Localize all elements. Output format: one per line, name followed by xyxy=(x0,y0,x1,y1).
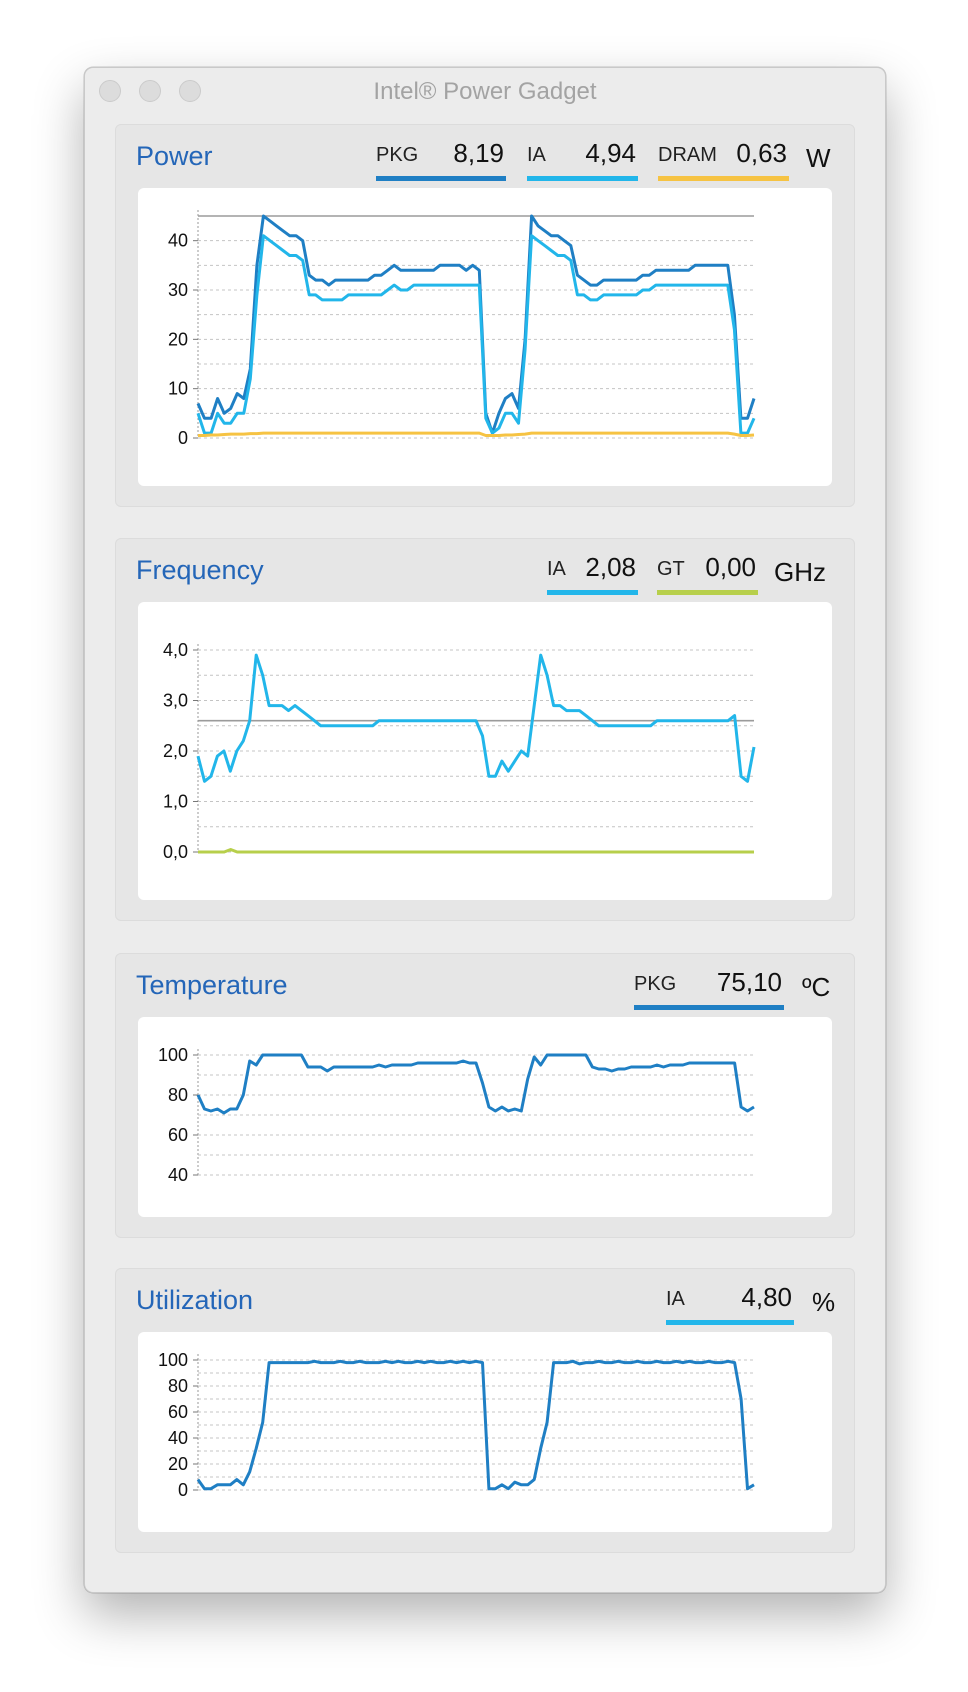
utilization-panel: Utilization IA 4,80 % 0 20 40 60 80 100 xyxy=(115,1268,855,1553)
pkg-series-line xyxy=(196,1359,755,1491)
power-title: Power xyxy=(136,141,213,171)
ia-legend-bar xyxy=(666,1320,794,1325)
power-chart: 0 10 20 30 40 xyxy=(138,188,832,486)
pkg-legend-bar xyxy=(376,176,506,181)
chart-plot: 0,0 1,0 2,0 3,0 4,0 xyxy=(163,640,756,862)
y-tick-label: 4,0 xyxy=(163,640,188,660)
frequency-chart: 0,0 1,0 2,0 3,0 4,0 xyxy=(138,602,832,900)
ia-series-line xyxy=(196,234,756,435)
dram-power-indicator: DRAM 0,63 xyxy=(658,138,789,181)
indicator-label: IA xyxy=(666,1288,685,1310)
temperature-title: Temperature xyxy=(136,970,288,1000)
gt-legend-bar xyxy=(657,590,758,595)
indicator-value: 4,80 xyxy=(741,1282,792,1312)
ia-utilization-indicator: IA 4,80 xyxy=(666,1282,794,1325)
indicator-label: PKG xyxy=(376,144,419,166)
y-tick-label: 40 xyxy=(168,231,188,251)
y-tick-label: 1,0 xyxy=(163,792,188,812)
pkg-legend-bar xyxy=(634,1005,784,1010)
gt-frequency-indicator: GT 0,00 xyxy=(657,552,758,595)
gt-series-line xyxy=(198,848,754,854)
ia-legend-bar xyxy=(547,590,638,595)
y-tick-label: 40 xyxy=(168,1428,188,1448)
pkg-series-line xyxy=(196,1053,755,1115)
y-tick-label: 20 xyxy=(168,329,188,349)
ia-series-line xyxy=(196,653,756,783)
indicator-label: PKG xyxy=(634,973,677,995)
chart-plot: 0 10 20 30 40 xyxy=(168,210,756,448)
chart-plot: 40 60 80 100 xyxy=(158,1045,755,1185)
window-title: Intel® Power Gadget xyxy=(373,78,597,105)
y-tick-label: 30 xyxy=(168,280,188,300)
frequency-title: Frequency xyxy=(136,555,264,585)
dram-legend-bar xyxy=(658,176,789,181)
frequency-unit: GHz xyxy=(774,557,826,587)
zoom-window-button[interactable] xyxy=(179,80,201,102)
y-tick-label: 10 xyxy=(168,379,188,399)
pkg-temperature-indicator: PKG 75,10 xyxy=(634,967,784,1010)
indicator-label: GT xyxy=(657,558,685,580)
power-unit: W xyxy=(806,143,831,173)
y-tick-label: 0 xyxy=(178,1480,188,1500)
temperature-unit: ºC xyxy=(802,972,831,1002)
utilization-chart: 0 20 40 60 80 100 xyxy=(138,1332,832,1532)
chart-plot: 0 20 40 60 80 100 xyxy=(158,1350,755,1500)
frequency-panel: Frequency IA 2,08 GT 0,00 GHz 0,0 1,0 2,0 3… xyxy=(115,538,855,921)
y-tick-label: 60 xyxy=(168,1125,188,1145)
y-tick-label: 100 xyxy=(158,1350,188,1370)
indicator-value: 4,94 xyxy=(585,138,636,168)
utilization-unit: % xyxy=(812,1287,836,1317)
indicator-value: 2,08 xyxy=(585,552,636,582)
pkg-power-indicator: PKG 8,19 xyxy=(376,138,506,181)
indicator-label: IA xyxy=(527,144,546,166)
power-panel: Power PKG 8,19 IA 4,94 DRAM 0,63 W 0 10 20… xyxy=(115,124,855,507)
app-window: Intel® Power Gadget Power PKG 8,19 IA 4,… xyxy=(84,67,886,1593)
indicator-value: 0,63 xyxy=(736,138,787,168)
ia-power-indicator: IA 4,94 xyxy=(527,138,638,181)
y-tick-label: 80 xyxy=(168,1085,188,1105)
ia-frequency-indicator: IA 2,08 xyxy=(547,552,638,595)
ia-legend-bar xyxy=(527,176,638,181)
close-window-button[interactable] xyxy=(99,80,121,102)
y-tick-label: 100 xyxy=(158,1045,188,1065)
dram-series-line xyxy=(198,431,755,437)
indicator-label: IA xyxy=(547,558,566,580)
indicator-value: 8,19 xyxy=(453,138,504,168)
y-tick-label: 20 xyxy=(168,1454,188,1474)
indicator-value: 0,00 xyxy=(705,552,756,582)
pkg-series-line xyxy=(196,214,756,435)
utilization-title: Utilization xyxy=(136,1285,254,1315)
y-tick-label: 40 xyxy=(168,1165,188,1185)
temperature-chart: 40 60 80 100 xyxy=(138,1017,832,1217)
y-tick-label: 3,0 xyxy=(163,691,188,711)
y-tick-label: 80 xyxy=(168,1376,188,1396)
title-bar: Intel® Power Gadget xyxy=(85,68,885,114)
minimize-window-button[interactable] xyxy=(139,80,161,102)
y-tick-label: 60 xyxy=(168,1402,188,1422)
y-tick-label: 0,0 xyxy=(163,842,188,862)
y-tick-label: 0 xyxy=(178,428,188,448)
indicator-value: 75,10 xyxy=(716,967,782,997)
indicator-label: DRAM xyxy=(658,144,717,166)
y-tick-label: 2,0 xyxy=(163,741,188,761)
temperature-panel: Temperature PKG 75,10 ºC 40 60 80 100 xyxy=(115,953,855,1238)
